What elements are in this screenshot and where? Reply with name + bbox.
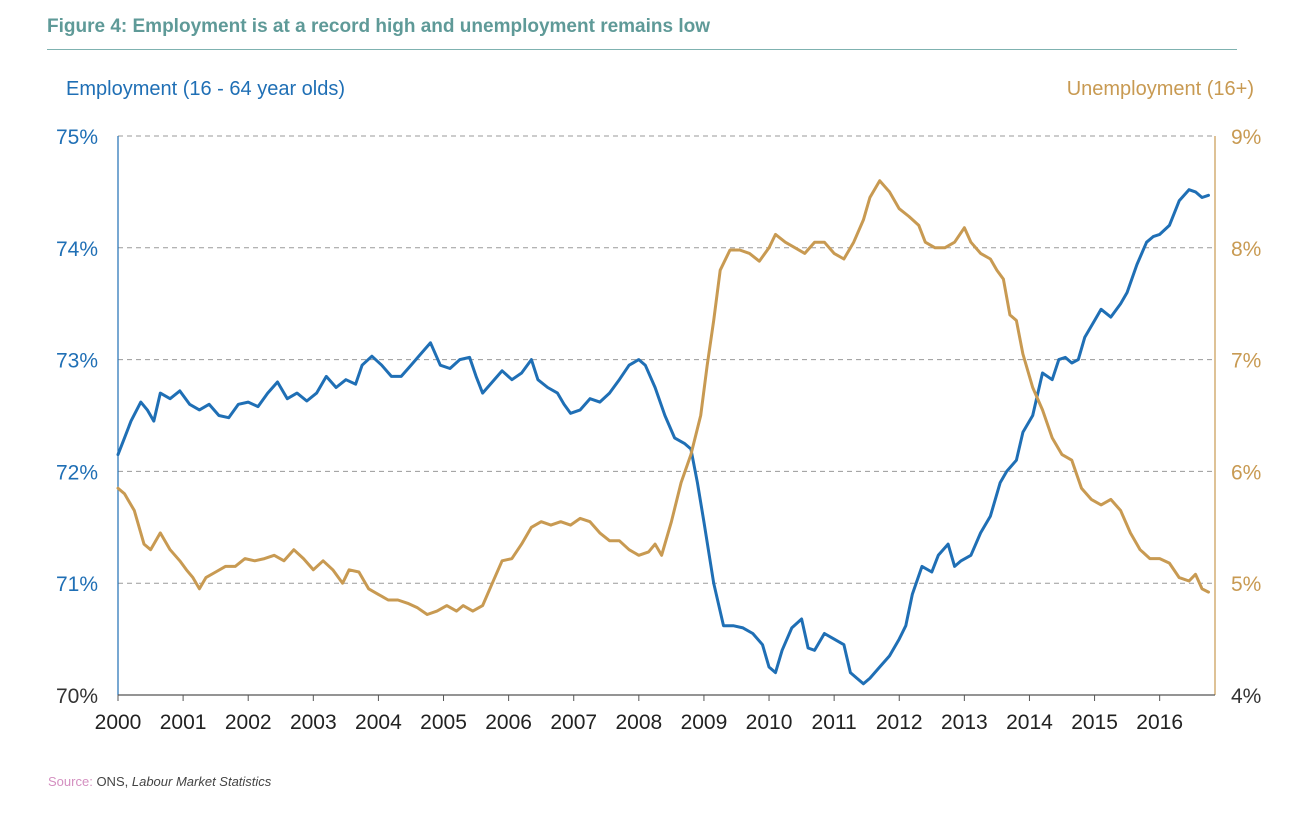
left-tick-label: 72% [56,461,98,484]
x-tick-label: 2002 [225,711,272,734]
left-tick-label: 71% [56,573,98,596]
right-tick-label: 8% [1231,238,1261,261]
right-tick-label: 6% [1231,461,1261,484]
x-tick-label: 2008 [615,711,662,734]
unemployment-series-line [116,179,1210,616]
dual-axis-line-chart: 70% 71% 72% 73% 74% 75% 4% 5% 6% 7% 8% 9% 2000 2001 20… [56,126,1261,734]
x-tick-label: 2003 [290,711,337,734]
figure-title: Figure 4: Employment is at a record high… [47,16,711,37]
left-tick-label: 75% [56,126,98,149]
x-tick-label: 2014 [1006,711,1053,734]
x-tick-label: 2011 [812,711,857,734]
left-tick-label: 70% [56,685,98,708]
x-tick-label: 2000 [95,711,142,734]
x-tick-label: 2016 [1136,711,1183,734]
x-tick-label: 2012 [876,711,923,734]
right-tick-label: 4% [1231,685,1261,708]
x-tick-label: 2007 [550,711,597,734]
left-tick-label: 74% [56,238,98,261]
x-tick-label: 2015 [1071,711,1118,734]
right-tick-label: 7% [1231,350,1261,373]
x-tick-label: 2006 [485,711,532,734]
x-tick-label: 2005 [420,711,467,734]
source-publisher: ONS, [96,774,129,789]
left-axis-title: Employment (16 - 64 year olds) [66,78,346,100]
right-tick-label: 5% [1231,573,1261,596]
employment-series-line [116,188,1210,686]
tick-labels: 70% 71% 72% 73% 74% 75% 4% 5% 6% 7% 8% 9% 2000 2001 20… [56,126,1261,734]
x-tick-label: 2013 [941,711,988,734]
x-tick-label: 2001 [160,711,207,734]
title-divider [47,49,1237,50]
right-axis-title: Unemployment (16+) [1066,78,1254,100]
right-tick-label: 9% [1231,126,1261,149]
x-tick-label: 2010 [746,711,793,734]
x-tick-label: 2004 [355,711,402,734]
axes [117,136,1216,701]
source-label: Source: [48,774,93,789]
source-note: Source: ONS, Labour Market Statistics [48,774,271,789]
data-series [116,179,1210,686]
left-tick-label: 73% [56,350,98,373]
x-tick-label: 2009 [681,711,728,734]
source-publication: Labour Market Statistics [131,774,272,789]
